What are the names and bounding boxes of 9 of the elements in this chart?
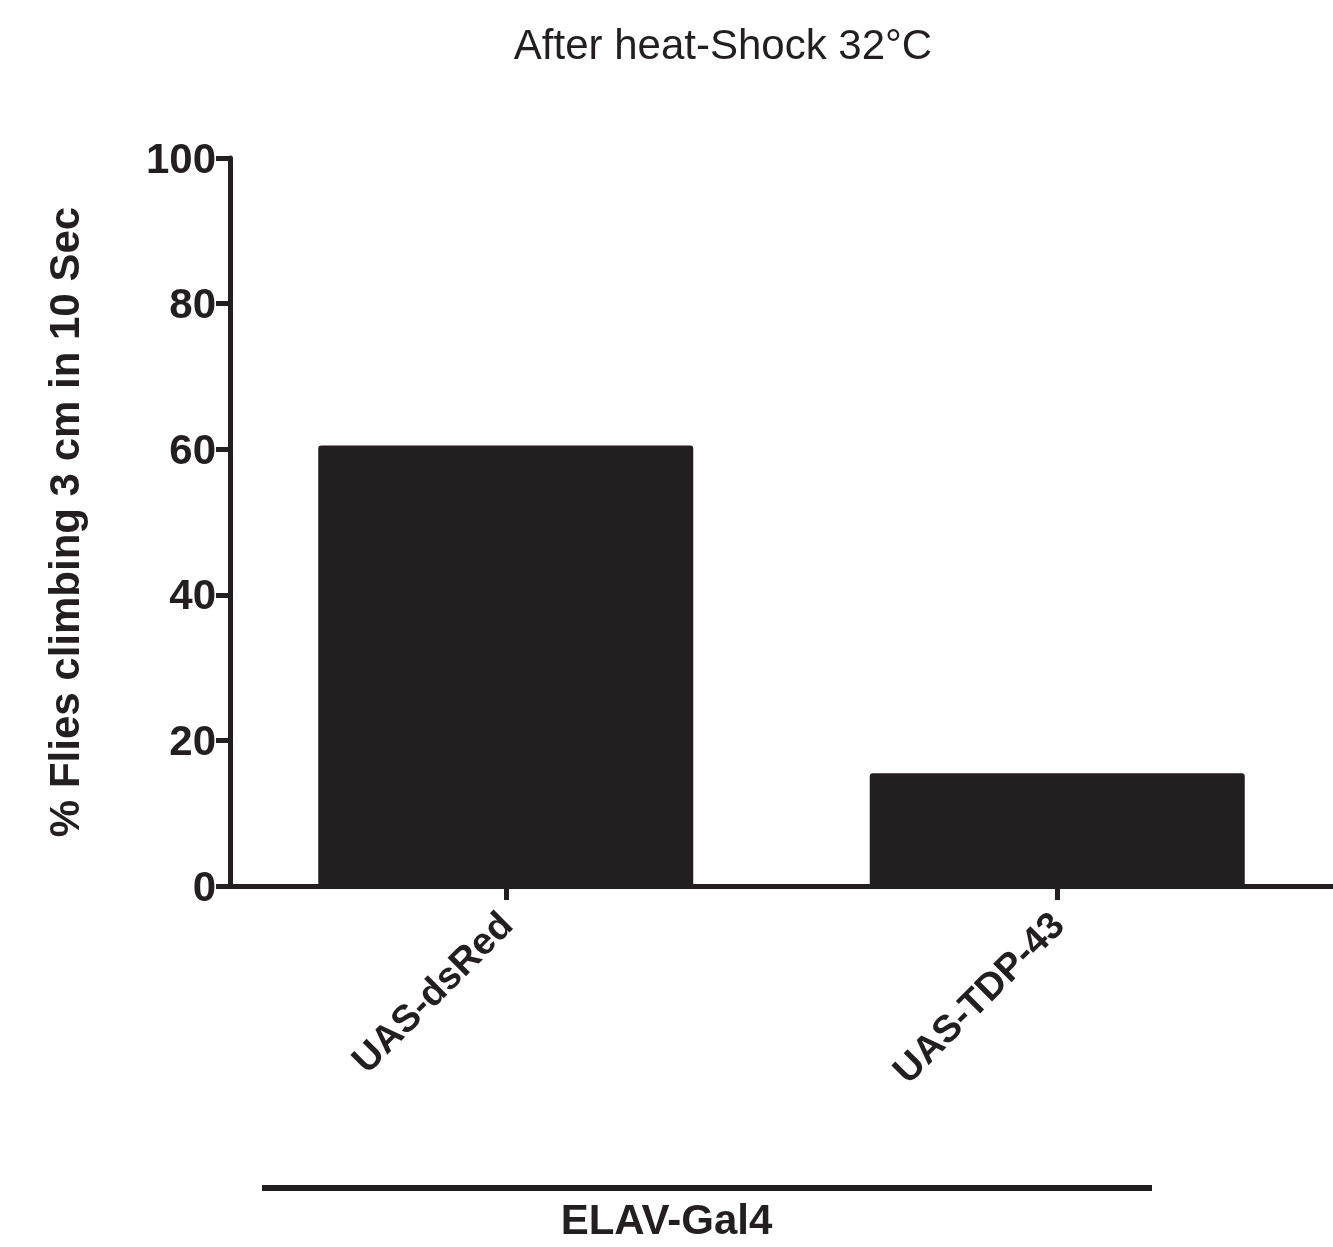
y-tick-label: 80 [169,280,216,328]
y-tick-label: 100 [145,134,216,182]
y-axis-title: % Flies climbing 3 cm in 10 Sec [40,206,88,838]
y-tick-label: 20 [169,716,216,764]
y-tick-label: 0 [192,862,216,910]
y-tick-label: 40 [169,571,216,619]
y-tick-label: 60 [169,425,216,473]
chart-title: After heat-Shock 32°C [513,20,933,68]
x-axis-title: ELAV-Gal4 [559,1196,774,1244]
